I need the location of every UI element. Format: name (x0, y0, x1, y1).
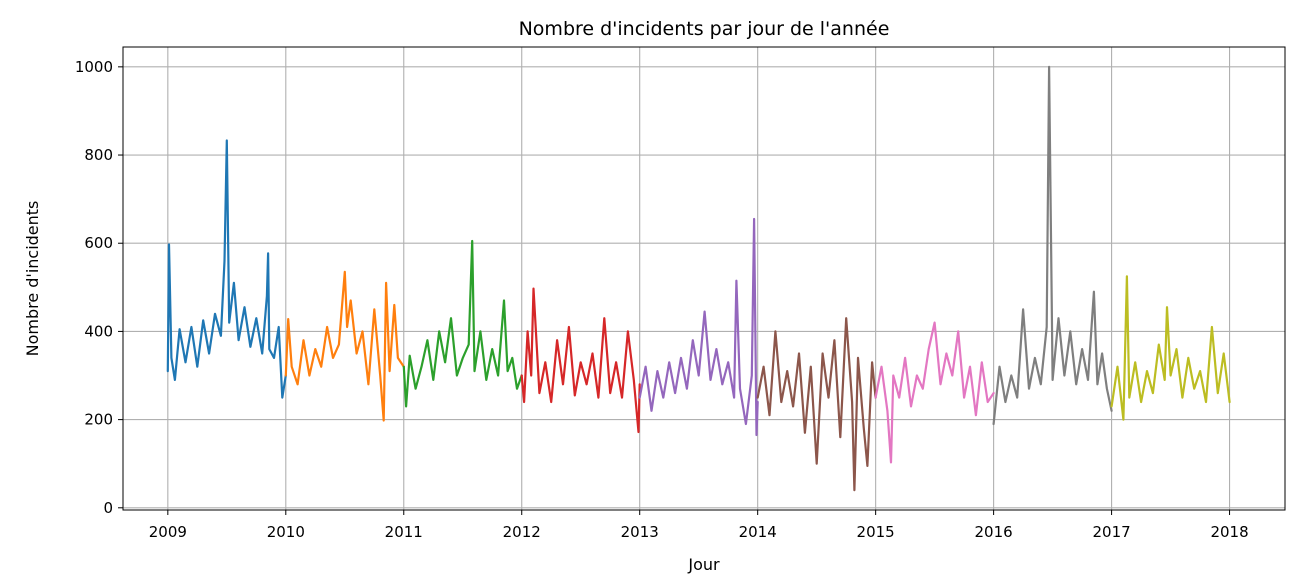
series-line-3 (402, 239, 523, 408)
plot-frame (122, 46, 1286, 511)
series-line-9 (1110, 275, 1231, 421)
chart-title: Nombre d'incidents par jour de l'année (519, 18, 890, 40)
y-tick-label: 400 (84, 322, 113, 340)
x-tick-label: 2012 (503, 523, 541, 541)
x-tick-label: 2016 (975, 523, 1013, 541)
x-tick-label: 2015 (857, 523, 895, 541)
series-line-6 (756, 317, 877, 492)
series-lines (166, 65, 1231, 492)
y-axis-label: Nombre d'incidents (23, 201, 42, 357)
y-tick-label: 200 (84, 411, 113, 429)
x-tick-label: 2009 (149, 523, 187, 541)
series-line-7 (874, 321, 995, 464)
x-tick-label: 2010 (267, 523, 305, 541)
series-line-8 (992, 65, 1113, 426)
x-tick-label: 2014 (739, 523, 777, 541)
y-tick-label: 600 (84, 234, 113, 252)
series-line-1 (166, 139, 287, 399)
x-tick-label: 2017 (1092, 523, 1130, 541)
x-tick-label: 2011 (385, 523, 423, 541)
series-line-2 (284, 270, 405, 422)
y-tick-label: 800 (84, 146, 113, 164)
grid (123, 47, 1285, 510)
x-tick-label: 2018 (1210, 523, 1248, 541)
x-tick-label: 2013 (621, 523, 659, 541)
y-tick-label: 1000 (75, 58, 113, 76)
series-line-5 (638, 217, 759, 437)
series-line-4 (520, 287, 641, 434)
y-tick-label: 0 (103, 499, 113, 517)
x-axis-label: Jour (687, 555, 720, 574)
ticks: 2009 2010 2011 2012 2013 2014 2015 2016 2017 2018… (75, 58, 1249, 541)
